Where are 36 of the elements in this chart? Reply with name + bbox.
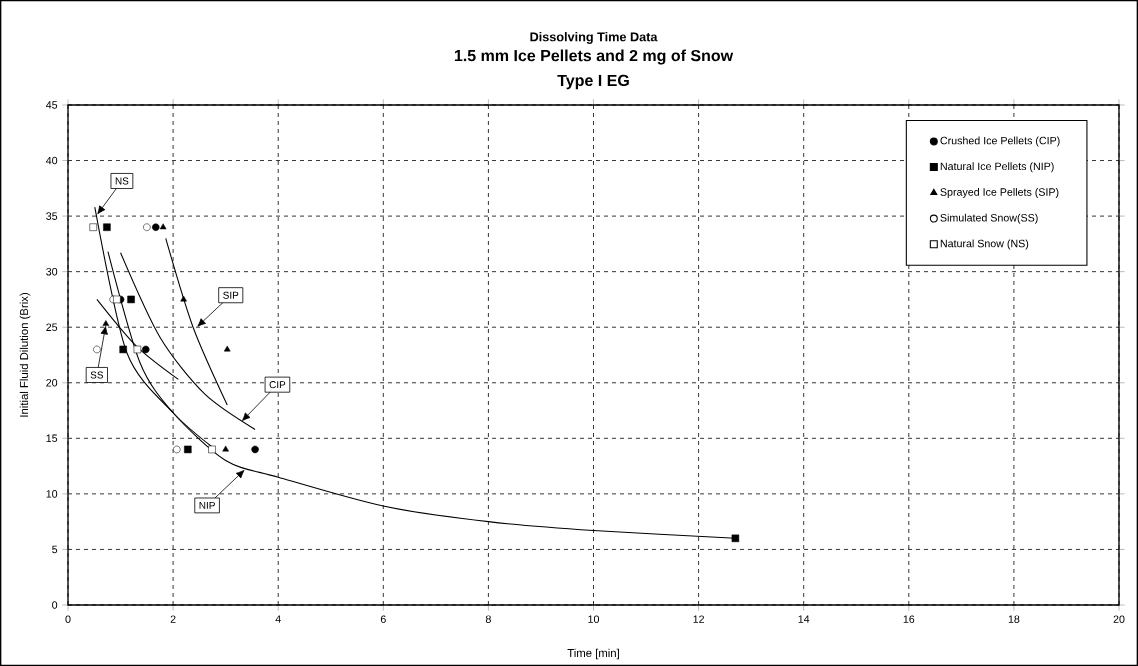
x-tick-label: 18 [1008, 615, 1020, 623]
y-tick-label: 20 [46, 378, 58, 387]
x-tick-label: 0 [65, 615, 71, 623]
annotation: SIP [223, 291, 239, 299]
y-tick-label: 0 [52, 601, 58, 609]
x-tick-label: 6 [380, 615, 386, 623]
x-tick-label: 16 [903, 615, 915, 623]
y-tick-label: 10 [46, 490, 58, 498]
text: 1.5 mm Ice Pellets and 2 mg of Snow [454, 49, 734, 65]
y-axis-title: Initial Fluid Dilution (Brix) [19, 293, 31, 417]
legend-label: Natural Ice Pellets (NIP) [940, 162, 1054, 173]
text: Type I EG [557, 74, 629, 90]
x-axis-title: Time [min] [567, 648, 619, 660]
y-tick-label: 40 [45, 156, 58, 165]
y-tick-label: 35 [46, 212, 58, 220]
legend-label: Simulated Snow(SS) [940, 213, 1038, 224]
x-tick-label: 10 [588, 615, 600, 623]
y-tick-label: 25 [46, 323, 58, 331]
legend-label: Crushed Ice Pellets (CIP) [940, 136, 1060, 147]
legend-label: Sprayed Ice Pellets (SIP) [940, 187, 1059, 198]
x-tick-label: 8 [485, 615, 491, 623]
legend-label: Natural Snow (NS) [940, 239, 1029, 250]
annotation: NIP [199, 501, 215, 509]
y-tick-label: 15 [46, 434, 58, 443]
x-tick-label: 14 [798, 615, 810, 623]
x-tick-label: 4 [275, 615, 281, 623]
x-tick-label: 2 [170, 615, 176, 623]
y-tick-label: 5 [52, 545, 58, 554]
y-tick-label: 45 [45, 101, 58, 109]
annotation: CIP [269, 381, 286, 389]
x-tick-label: 20 [1113, 615, 1125, 623]
annotation: NS [115, 177, 129, 185]
y-tick-label: 30 [46, 267, 58, 276]
x-tick-label: 12 [693, 615, 704, 623]
chart-title: Dissolving Time Data [530, 32, 658, 44]
annotation: SS [90, 371, 104, 379]
